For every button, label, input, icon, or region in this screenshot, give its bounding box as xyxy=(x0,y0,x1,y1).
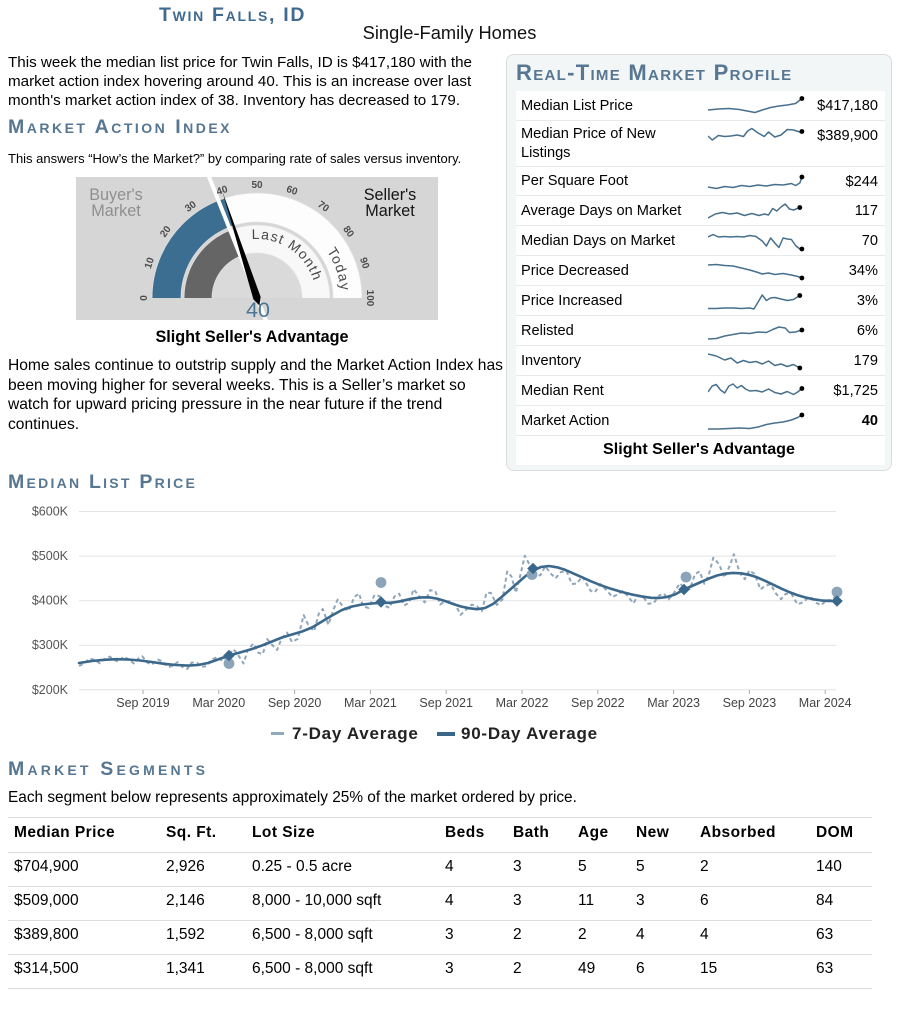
svg-text:$300K: $300K xyxy=(32,638,69,652)
svg-text:$400K: $400K xyxy=(32,594,69,608)
svg-text:Mar 2021: Mar 2021 xyxy=(344,696,397,710)
svg-text:60: 60 xyxy=(285,184,299,198)
svg-text:0: 0 xyxy=(139,295,150,301)
svg-text:Sep 2022: Sep 2022 xyxy=(571,696,625,710)
svg-text:Market: Market xyxy=(91,202,141,220)
svg-text:$200K: $200K xyxy=(32,683,69,697)
svg-text:Market: Market xyxy=(365,202,415,220)
svg-text:90: 90 xyxy=(357,256,371,270)
svg-text:40: 40 xyxy=(215,184,229,198)
svg-text:Sep 2020: Sep 2020 xyxy=(268,696,322,710)
svg-text:Sep 2019: Sep 2019 xyxy=(116,696,170,710)
svg-text:10: 10 xyxy=(143,256,157,270)
svg-text:40: 40 xyxy=(246,298,270,320)
svg-text:$600K: $600K xyxy=(32,505,69,519)
svg-text:Mar 2024: Mar 2024 xyxy=(799,696,852,710)
svg-text:Buyer's: Buyer's xyxy=(89,186,142,204)
svg-text:Mar 2022: Mar 2022 xyxy=(496,696,549,710)
svg-text:Sep 2023: Sep 2023 xyxy=(723,696,777,710)
svg-text:Sep 2021: Sep 2021 xyxy=(419,696,473,710)
svg-text:100: 100 xyxy=(364,290,375,307)
svg-text:Mar 2020: Mar 2020 xyxy=(192,696,245,710)
svg-text:$500K: $500K xyxy=(32,549,69,563)
svg-text:Seller's: Seller's xyxy=(364,186,417,204)
svg-text:50: 50 xyxy=(251,180,263,191)
svg-text:Mar 2023: Mar 2023 xyxy=(647,696,700,710)
